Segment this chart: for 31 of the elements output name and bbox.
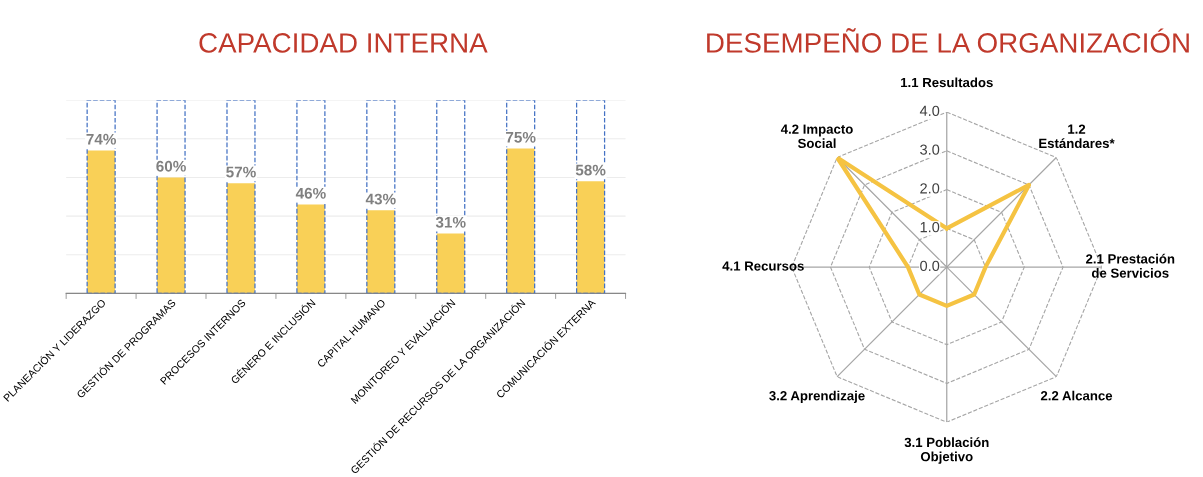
y-tick-label: 4.0 [919,105,940,117]
spoke-label: 1.1 Resultados [901,77,993,88]
bar [156,100,186,294]
bar [436,100,466,294]
spoke-label: 3.2 Aprendizaje [769,390,865,404]
bar [86,100,116,294]
bar [226,100,256,294]
data-label: 74% [86,133,117,145]
spoke-label: 4.2 Impacto Social [780,124,853,149]
chart-title: CAPACIDAD INTERNA [199,33,488,53]
data-label: 46% [295,187,326,199]
data-label: 75% [506,131,536,143]
data-label: 43% [365,193,396,205]
spoke-label: 1.2 Estándares* [1039,124,1115,149]
spoke-label: 4.1 Recursos [722,261,804,271]
bar [296,100,326,294]
spoke-label: 3.1 Población Objetivo [904,437,989,464]
bar [575,100,606,294]
y-tick-label: 0.0 [920,260,940,272]
data-label: 57% [226,166,256,178]
chart-title: DESEMPEÑO DE LA ORGANIZACIÓN [707,28,1189,53]
y-tick-label: 3.0 [920,144,940,155]
y-tick-label: 1.0 [920,221,940,233]
spoke-label: 2.1 Prestación de Servicios [1085,253,1175,278]
data-label: 31% [435,216,466,228]
spoke-label: 2.2 Alcance [1040,390,1113,401]
bar [506,100,536,294]
bar [366,100,396,294]
data-label: 58% [575,164,606,176]
data-label: 60% [156,160,186,172]
y-tick-label: 2.0 [920,183,940,194]
